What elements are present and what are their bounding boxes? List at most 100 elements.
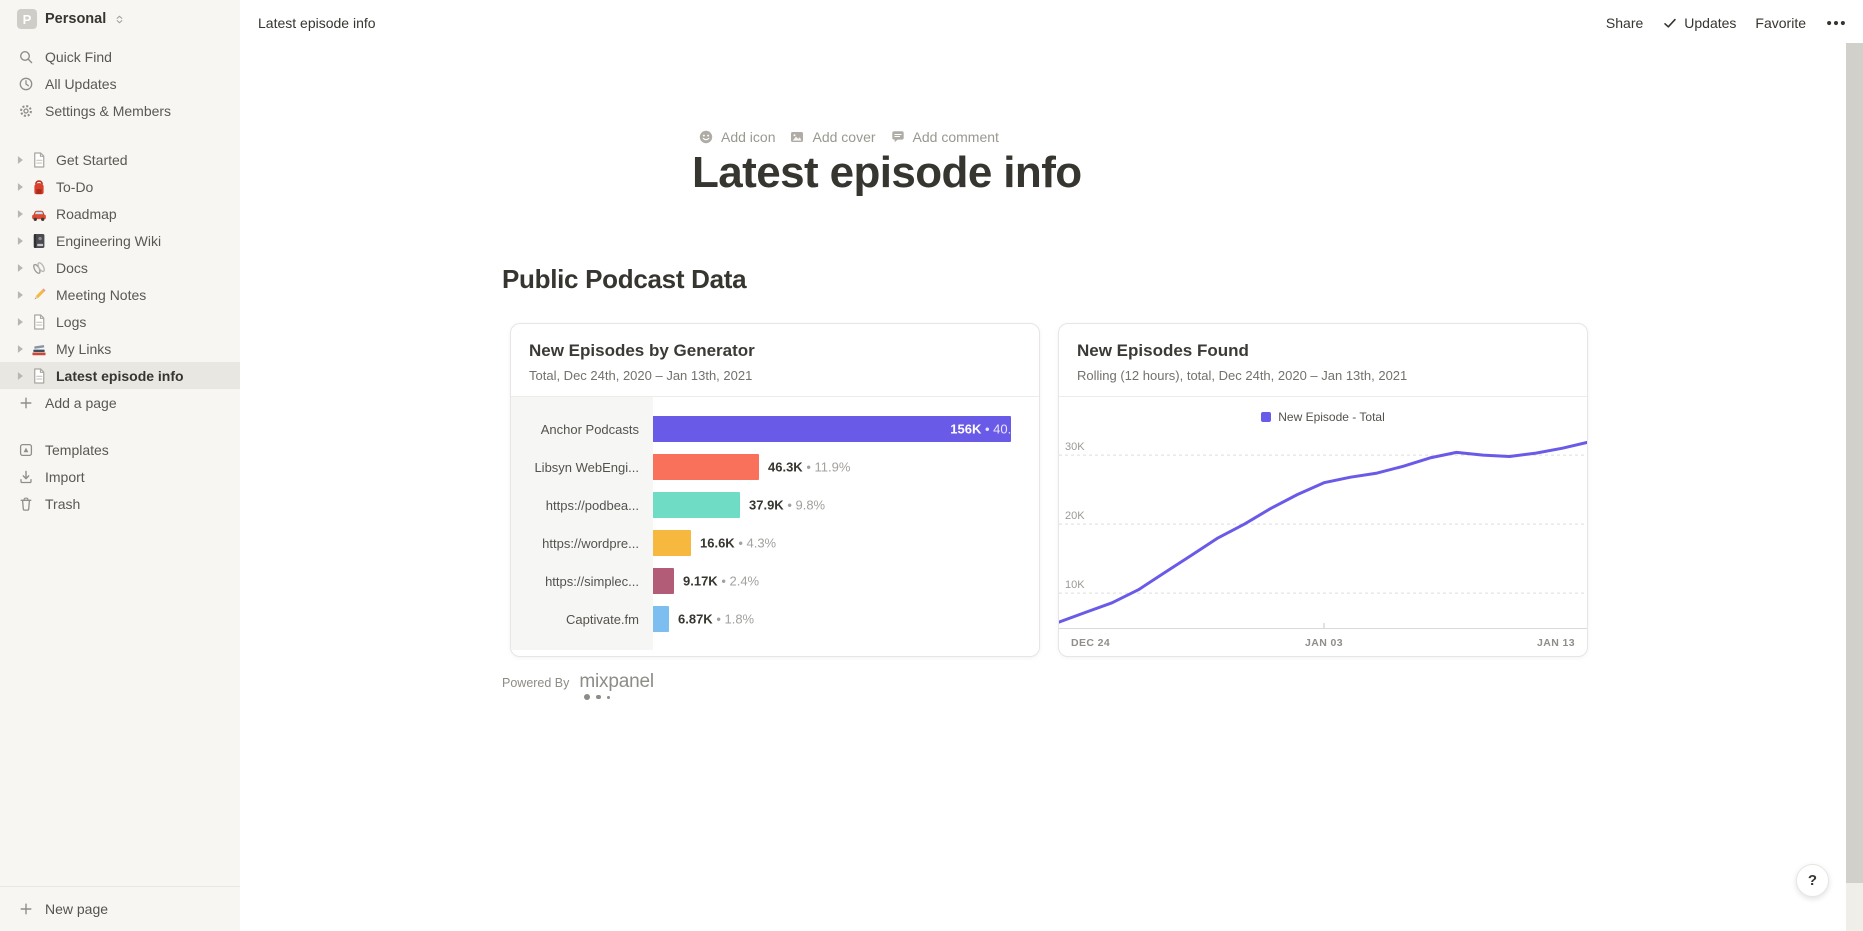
bar-value-label: 16.6K • 4.3% xyxy=(700,535,777,551)
sidebar-footer: Templates Import Trash xyxy=(0,436,240,517)
toggle-triangle-icon[interactable] xyxy=(12,233,28,249)
add-cover-button[interactable]: Add cover xyxy=(789,129,876,145)
share-label: Share xyxy=(1605,14,1644,31)
sidebar-item-label: Import xyxy=(45,468,85,485)
workspace-avatar: P xyxy=(17,9,37,29)
x-axis-label: JAN 03 xyxy=(1304,637,1344,649)
bar-value-label: 37.9K • 9.8% xyxy=(749,497,826,513)
bar-category-label: Captivate.fm xyxy=(566,611,639,627)
sidebar-page-label: Roadmap xyxy=(56,205,117,222)
comment-icon xyxy=(890,129,906,145)
import-icon xyxy=(18,469,34,485)
favorite-label: Favorite xyxy=(1755,14,1806,31)
sidebar-item-all-updates[interactable]: All Updates xyxy=(0,70,240,97)
add-cover-label: Add cover xyxy=(812,129,876,145)
bar-row: Libsyn WebEngi... 46.3K • 11.9% xyxy=(511,448,1039,486)
bar-chart-subtitle: Total, Dec 24th, 2020 – Jan 13th, 2021 xyxy=(529,368,753,383)
line-chart-plot: 10K 20K 30K xyxy=(1059,431,1587,629)
mixpanel-logo-dots xyxy=(579,694,653,700)
add-icon-button[interactable]: Add icon xyxy=(698,129,775,145)
chevron-updown-icon xyxy=(114,13,125,26)
sidebar-item-label: Trash xyxy=(45,495,81,512)
sidebar-page-engineering-wiki[interactable]: Engineering Wiki xyxy=(0,227,240,254)
sidebar-pages: Get Started To-Do Roadmap Engineering Wiki D… xyxy=(0,146,240,389)
sidebar-page-meeting-notes[interactable]: Meeting Notes xyxy=(0,281,240,308)
workspace-switcher[interactable]: P Personal xyxy=(0,0,240,35)
help-button[interactable]: ? xyxy=(1796,864,1829,897)
more-options-button[interactable] xyxy=(1825,12,1847,34)
plus-icon xyxy=(18,901,34,917)
add-a-page-button[interactable]: Add a page xyxy=(0,389,240,416)
sidebar-item-templates[interactable]: Templates xyxy=(0,436,240,463)
toggle-triangle-icon[interactable] xyxy=(12,368,28,384)
page-title[interactable]: Latest episode info xyxy=(692,148,1082,197)
sidebar-page-label: Engineering Wiki xyxy=(56,232,162,249)
sidebar-page-label: Latest episode info xyxy=(56,367,184,384)
trash-icon xyxy=(18,496,34,512)
check-icon xyxy=(1662,15,1678,31)
main-content: Latest episode info Share Updates Favori… xyxy=(240,0,1863,931)
svg-text:10K: 10K xyxy=(1065,579,1085,591)
bar-row: https://simplec... 9.17K • 2.4% xyxy=(511,562,1039,600)
toggle-triangle-icon[interactable] xyxy=(12,314,28,330)
section-heading[interactable]: Public Podcast Data xyxy=(502,264,747,294)
bar-category-label: Anchor Podcasts xyxy=(540,421,639,437)
sidebar-page-latest-episode-info[interactable]: Latest episode info xyxy=(0,362,240,389)
add-comment-button[interactable]: Add comment xyxy=(890,129,999,145)
doc-icon xyxy=(30,313,48,331)
toggle-triangle-icon[interactable] xyxy=(12,206,28,222)
bar-zone: 37.9K • 9.8% xyxy=(653,492,1039,518)
legend-label: New Episode - Total xyxy=(1278,410,1385,424)
line-chart-subtitle: Rolling (12 hours), total, Dec 24th, 202… xyxy=(1077,368,1408,383)
sidebar-page-get-started[interactable]: Get Started xyxy=(0,146,240,173)
bar-category-label: https://podbea... xyxy=(545,497,639,513)
share-button[interactable]: Share xyxy=(1606,15,1643,31)
toggle-triangle-icon[interactable] xyxy=(12,152,28,168)
updates-button[interactable]: Updates xyxy=(1662,15,1736,31)
svg-text:20K: 20K xyxy=(1065,510,1085,522)
sidebar-item-settings-members[interactable]: Settings & Members xyxy=(0,97,240,124)
bar-segment xyxy=(653,492,740,518)
sidebar-page-my-links[interactable]: My Links xyxy=(0,335,240,362)
bar-rows: Anchor Podcasts 156K • 40.3% Libsyn WebEng… xyxy=(511,397,1039,638)
line-chart-title: New Episodes Found xyxy=(1077,341,1249,360)
sidebar-item-trash[interactable]: Trash xyxy=(0,490,240,517)
mixpanel-logo[interactable]: mixpanel xyxy=(579,672,654,700)
add-icon-label: Add icon xyxy=(721,129,776,145)
sidebar-menu: Quick Find All Updates Settings & Members xyxy=(0,43,240,124)
toggle-triangle-icon[interactable] xyxy=(12,179,28,195)
sidebar-item-label: All Updates xyxy=(45,75,117,92)
car-icon xyxy=(30,205,48,223)
sidebar-item-import[interactable]: Import xyxy=(0,463,240,490)
charts-row: New Episodes by Generator Total, Dec 24t… xyxy=(510,323,1588,657)
sidebar-item-label: Quick Find xyxy=(45,48,112,65)
x-axis-label: JAN 13 xyxy=(1536,637,1575,649)
sidebar-item-label: Templates xyxy=(45,441,109,458)
legend-swatch xyxy=(1261,412,1272,422)
sidebar-page-label: Docs xyxy=(56,259,88,276)
toggle-triangle-icon[interactable] xyxy=(12,341,28,357)
bar-zone: 9.17K • 2.4% xyxy=(653,568,1039,594)
page-actions-row: Add icon Add cover Add comment xyxy=(698,129,999,145)
scrollbar-thumb[interactable] xyxy=(1846,43,1863,883)
favorite-button[interactable]: Favorite xyxy=(1755,15,1806,31)
sidebar-page-to-do[interactable]: To-Do xyxy=(0,173,240,200)
sidebar-page-roadmap[interactable]: Roadmap xyxy=(0,200,240,227)
toggle-triangle-icon[interactable] xyxy=(12,287,28,303)
sidebar-page-label: Logs xyxy=(56,313,87,330)
templates-icon xyxy=(18,442,34,458)
powered-by-row: Powered By mixpanel xyxy=(502,672,654,700)
sidebar-page-logs[interactable]: Logs xyxy=(0,308,240,335)
bar-value-label: 46.3K • 11.9% xyxy=(768,459,851,475)
updates-label: Updates xyxy=(1684,14,1737,31)
breadcrumb[interactable]: Latest episode info xyxy=(258,14,376,31)
new-page-button[interactable]: New page xyxy=(0,886,240,931)
toggle-triangle-icon[interactable] xyxy=(12,260,28,276)
clock-icon xyxy=(18,76,34,92)
sidebar-page-docs[interactable]: Docs xyxy=(0,254,240,281)
sidebar-item-quick-find[interactable]: Quick Find xyxy=(0,43,240,70)
bar-chart-body: Anchor Podcasts 156K • 40.3% Libsyn WebEng… xyxy=(511,397,1039,656)
bar-zone: 46.3K • 11.9% xyxy=(653,454,1039,480)
more-horizontal-icon xyxy=(1825,12,1847,34)
sidebar-item-label: Settings & Members xyxy=(45,102,172,119)
